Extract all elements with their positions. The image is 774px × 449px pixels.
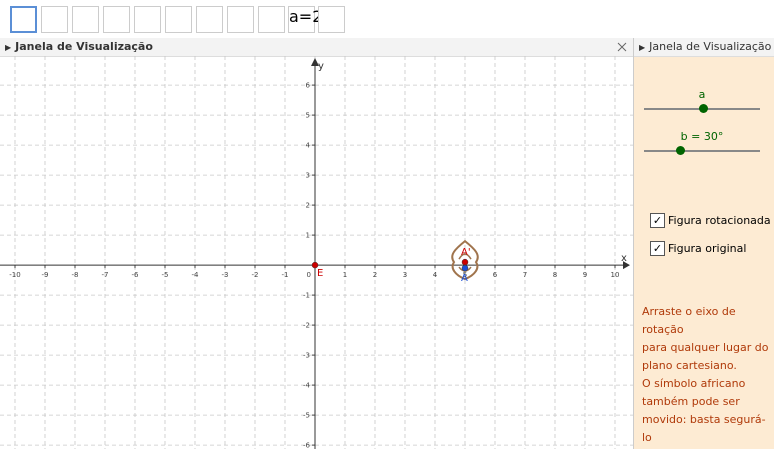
graphics-title: Janela de Visualização	[15, 40, 153, 53]
text-line: plano cartesiano.	[642, 357, 774, 375]
slider-label: a	[644, 88, 760, 101]
x-tick-label: 2	[373, 271, 377, 279]
checkbox-label: Figura rotacionada	[668, 214, 771, 227]
y-tick-label: -1	[303, 292, 310, 300]
point[interactable]	[462, 265, 468, 271]
side-title: Janela de Visualização 2	[649, 40, 774, 53]
x-tick-label: -5	[162, 271, 169, 279]
slider[interactable]: b = 30°	[644, 130, 760, 152]
slider-track[interactable]	[644, 108, 760, 110]
y-tick-label: -2	[303, 322, 310, 330]
y-tick-label: -6	[303, 442, 311, 449]
x-tick-label: -9	[42, 271, 49, 279]
x-tick-label: 4	[433, 271, 438, 279]
slider-knob[interactable]	[676, 146, 685, 155]
text-line: para qualquer lugar do	[642, 339, 774, 357]
side-title-bar: ▶ Janela de Visualização 2	[634, 38, 774, 57]
tool-button[interactable]: A	[41, 6, 68, 33]
y-tick-label: 3	[306, 172, 310, 180]
checkbox[interactable]: ✓	[650, 213, 665, 228]
y-tick-label: 1	[306, 232, 310, 240]
tool-button[interactable]: a=2	[288, 6, 315, 33]
toolbar: Aa=2	[0, 0, 774, 39]
slider-track[interactable]	[644, 150, 760, 152]
x-tick-label: -8	[72, 271, 79, 279]
point[interactable]	[462, 259, 468, 265]
tool-button[interactable]	[165, 6, 192, 33]
x-tick-label: -10	[9, 271, 20, 279]
tool-button[interactable]	[103, 6, 130, 33]
x-tick-label: 9	[583, 271, 587, 279]
collapse-arrow[interactable]: ▶	[639, 43, 645, 52]
y-tick-label: -5	[303, 412, 310, 420]
text-line: Arraste o eixo de rotação	[642, 303, 774, 339]
x-tick-label: -1	[282, 271, 289, 279]
tool-button[interactable]	[134, 6, 161, 33]
checkbox-label: Figura original	[668, 242, 746, 255]
tool-button[interactable]	[72, 6, 99, 33]
text-line: movido: basta segurá-lo	[642, 411, 774, 447]
collapse-arrow[interactable]: ▶	[5, 43, 11, 52]
graphics-title-bar: ▶ Janela de Visualização	[0, 38, 633, 57]
y-axis-label: y	[318, 61, 324, 72]
x-tick-label: 7	[523, 271, 527, 279]
tool-button[interactable]	[318, 6, 345, 33]
tool-button[interactable]	[196, 6, 223, 33]
checkbox-row[interactable]: ✓Figura original	[650, 241, 746, 256]
x-axis-label: x	[621, 253, 627, 264]
x-tick-label: -6	[132, 271, 140, 279]
x-tick-label: 10	[611, 271, 620, 279]
x-tick-label: -4	[192, 271, 200, 279]
x-tick-label: 6	[493, 271, 498, 279]
y-tick-label: 6	[306, 82, 311, 90]
point-label: A'	[461, 247, 471, 258]
y-tick-label: 2	[306, 202, 310, 210]
x-tick-label: 3	[403, 271, 407, 279]
x-tick-label: 8	[553, 271, 557, 279]
close-button[interactable]	[617, 42, 627, 52]
text-line: O símbolo africano	[642, 375, 774, 393]
y-tick-label: 5	[306, 112, 310, 120]
y-tick-label: 4	[306, 142, 311, 150]
point-label: A	[461, 273, 468, 284]
x-tick-label: 0	[307, 271, 311, 279]
text-line: também pode ser	[642, 393, 774, 411]
point-label: E	[317, 268, 323, 279]
tool-button[interactable]	[258, 6, 285, 33]
slider[interactable]: a	[644, 88, 760, 110]
y-tick-label: -4	[303, 382, 311, 390]
x-tick-label: -3	[222, 271, 229, 279]
tool-button[interactable]	[10, 6, 37, 33]
y-tick-label: -3	[303, 352, 310, 360]
x-tick-label: 1	[343, 271, 347, 279]
slider-label: b = 30°	[644, 130, 760, 143]
app: Aa=2 ▶Janela de Visualização -10-9-8-7-6…	[0, 0, 774, 449]
x-tick-label: -7	[102, 271, 109, 279]
slider-knob[interactable]	[699, 104, 708, 113]
checkbox-row[interactable]: ✓Figura rotacionada	[650, 213, 771, 228]
x-tick-label: -2	[252, 271, 259, 279]
tool-button[interactable]	[227, 6, 254, 33]
checkbox[interactable]: ✓	[650, 241, 665, 256]
